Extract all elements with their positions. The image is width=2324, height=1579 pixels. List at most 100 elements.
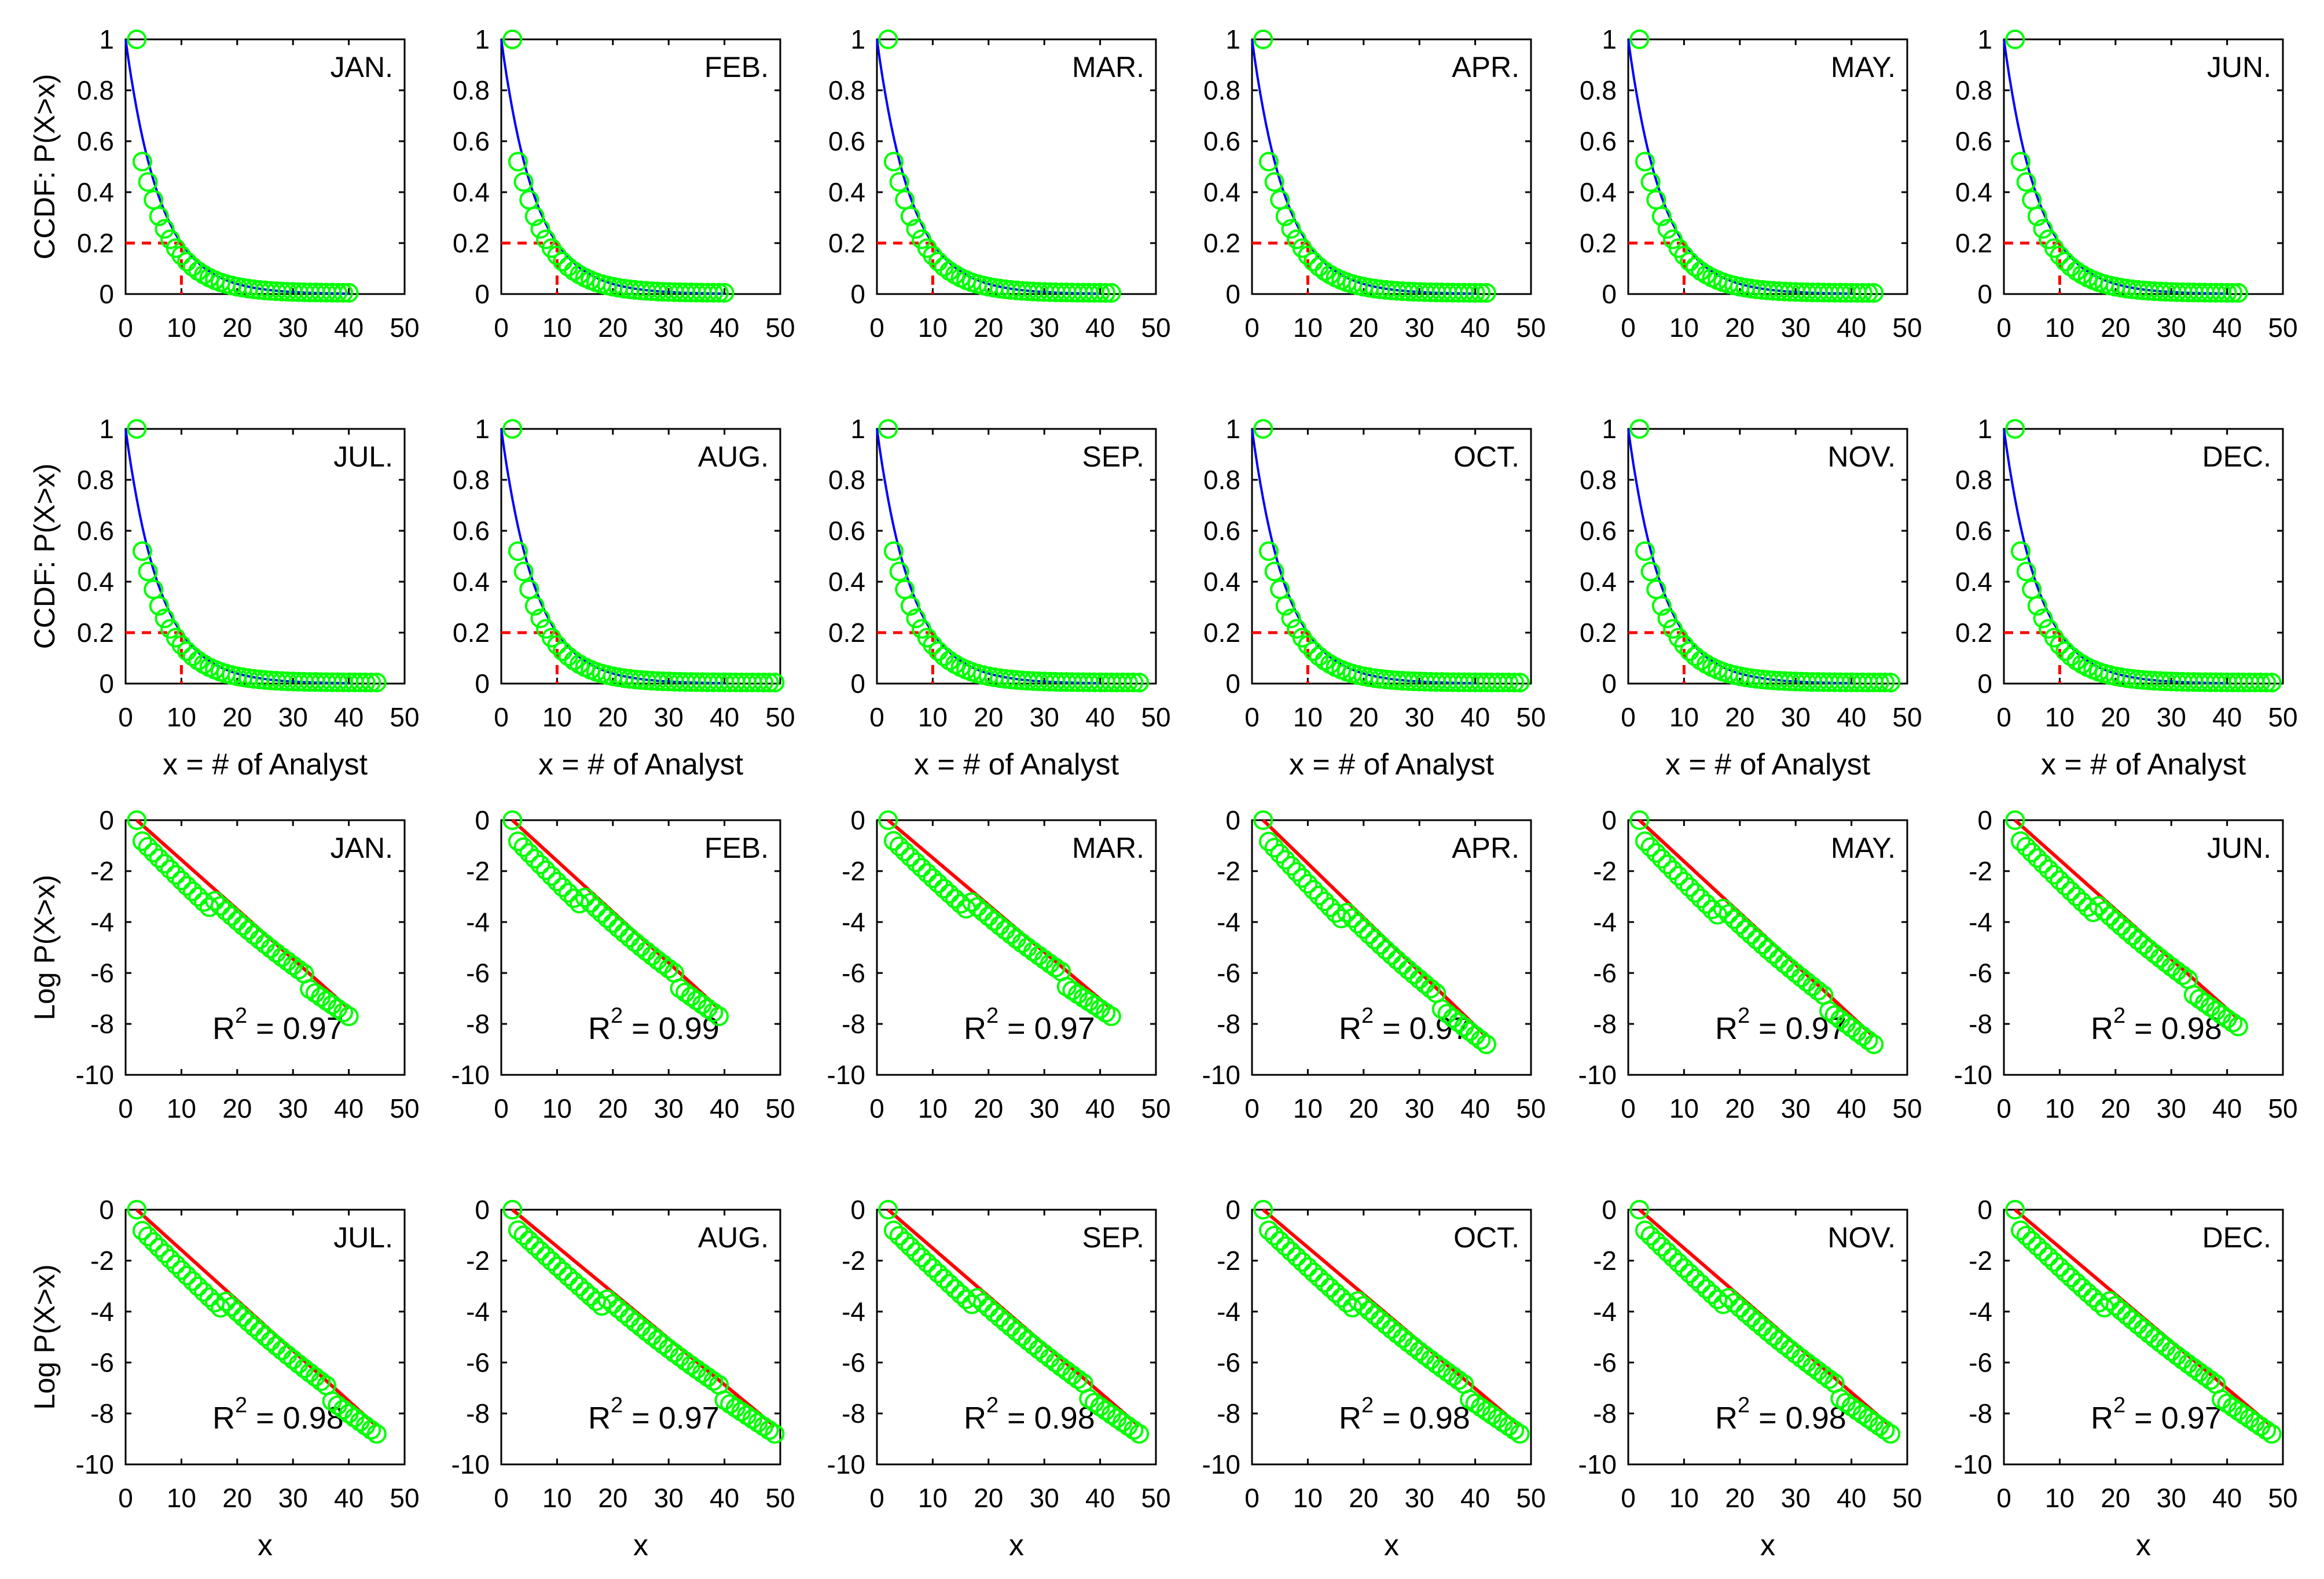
x-tick-label: 20	[1725, 1483, 1754, 1513]
data-point	[127, 1200, 147, 1220]
x-tick-label: 20	[598, 702, 627, 732]
r-squared-exponent: 2	[1738, 1004, 1750, 1028]
x-tick-label: 50	[1516, 1093, 1545, 1123]
data-point	[923, 245, 943, 266]
axes-box	[124, 1209, 406, 1466]
data-point	[1663, 860, 1683, 880]
data-point	[502, 1200, 523, 1220]
y-tick-label: -6	[1969, 958, 1992, 988]
data-point	[2261, 1424, 2282, 1444]
data-point	[1657, 219, 1677, 239]
x-tick-label: 40	[2212, 1483, 2242, 1513]
data-point	[586, 898, 606, 918]
axes-box	[500, 38, 781, 295]
data-point	[961, 892, 982, 912]
data-point	[1040, 1348, 1060, 1368]
x-tick-label: 0	[1244, 702, 1260, 732]
data-point	[1657, 608, 1677, 629]
x-tick-label: 30	[1405, 313, 1434, 343]
axes-box	[1251, 38, 1532, 295]
y-tick-label: -2	[842, 856, 865, 886]
data-point	[222, 906, 242, 926]
data-point	[205, 891, 225, 911]
data-point	[1735, 920, 1756, 939]
data-point	[155, 1243, 175, 1264]
data-point	[2139, 939, 2159, 959]
data-point	[1746, 930, 1767, 950]
y-tick-label: 0.8	[1203, 465, 1240, 495]
x-tick-label: 0	[494, 313, 509, 343]
y-tick-label: 0.8	[453, 465, 490, 495]
y-tick-label: -8	[1969, 1398, 1992, 1429]
x-axis-label: x = # of Analyst	[2041, 748, 2246, 781]
data-point	[2250, 673, 2271, 693]
y-tick-label: 0	[1977, 669, 1992, 699]
data-point	[1012, 1326, 1032, 1346]
r-squared-exponent: 2	[1361, 1004, 1374, 1028]
y-tick-label: 0.8	[77, 465, 114, 495]
x-tick-label: 10	[167, 1093, 196, 1123]
data-point	[2088, 896, 2109, 916]
data-point	[1697, 1279, 1716, 1299]
data-point	[149, 1238, 169, 1258]
data-point	[2111, 1301, 2131, 1321]
x-tick-label: 50	[1892, 313, 1922, 343]
x-tick-label: 30	[654, 1483, 684, 1513]
data-point	[934, 879, 954, 899]
x-tick-label: 30	[654, 1093, 684, 1123]
data-point	[1298, 1257, 1318, 1277]
y-tick-label: -8	[1969, 1009, 1992, 1039]
y-tick-label: -10	[76, 1060, 114, 1090]
y-tick-label: 0.4	[1580, 177, 1617, 207]
panel-ccdf-may: 0 10 20 30 40 50 0 0.2 0.4 0.6 0.8 1 MAY.	[1580, 24, 1922, 343]
data-point	[1348, 1291, 1368, 1311]
y-tick-label: -2	[1593, 856, 1617, 886]
x-tick-label: 50	[2268, 702, 2297, 732]
data-point	[1741, 1308, 1761, 1327]
r-squared-symbol: R	[1715, 1401, 1738, 1435]
data-point	[266, 943, 287, 963]
x-tick-label: 20	[598, 313, 627, 343]
data-point	[149, 596, 169, 616]
data-point	[260, 1331, 281, 1351]
y-tick-label: 0.2	[828, 618, 865, 648]
x-tick-label: 30	[278, 702, 308, 732]
x-tick-label: 0	[1996, 1093, 2011, 1123]
axes-box	[1251, 819, 1532, 1076]
data-point	[333, 1003, 353, 1023]
data-point	[1780, 959, 1800, 978]
y-axis-label: CCDF: P(X>x)	[28, 74, 61, 260]
axes-box	[1251, 1209, 1532, 1466]
y-tick-label: -4	[1217, 907, 1240, 937]
data-point	[889, 1226, 909, 1246]
data-point	[2016, 836, 2036, 857]
x-tick-label: 40	[1085, 1483, 1115, 1513]
data-point	[883, 541, 904, 561]
axes-box	[1251, 428, 1532, 685]
y-tick-label: -4	[90, 907, 114, 937]
data-point	[900, 847, 920, 867]
data-point	[283, 1349, 303, 1369]
x-tick-label: 20	[598, 1093, 627, 1123]
data-point	[631, 1317, 651, 1337]
data-point	[1398, 960, 1418, 980]
data-point	[570, 1276, 589, 1297]
y-tick-label: 0.2	[1203, 228, 1240, 258]
x-tick-label: 50	[1892, 702, 1922, 732]
y-tick-label: -6	[90, 958, 114, 988]
x-tick-label: 50	[1516, 313, 1545, 343]
data-point	[513, 172, 534, 192]
x-tick-label: 30	[2157, 1483, 2186, 1513]
r-squared-exponent: 2	[986, 1004, 998, 1028]
data-point	[2105, 911, 2125, 931]
data-point	[1309, 886, 1329, 906]
data-point	[182, 1271, 203, 1291]
data-point	[2150, 948, 2170, 968]
data-point	[917, 863, 937, 883]
y-tick-label: -8	[842, 1009, 865, 1039]
data-point	[1864, 283, 1884, 303]
y-tick-label: -4	[1593, 907, 1617, 937]
data-point	[508, 152, 528, 172]
y-tick-label: 0	[1602, 279, 1617, 309]
y-tick-label: 0.4	[1955, 177, 1992, 207]
